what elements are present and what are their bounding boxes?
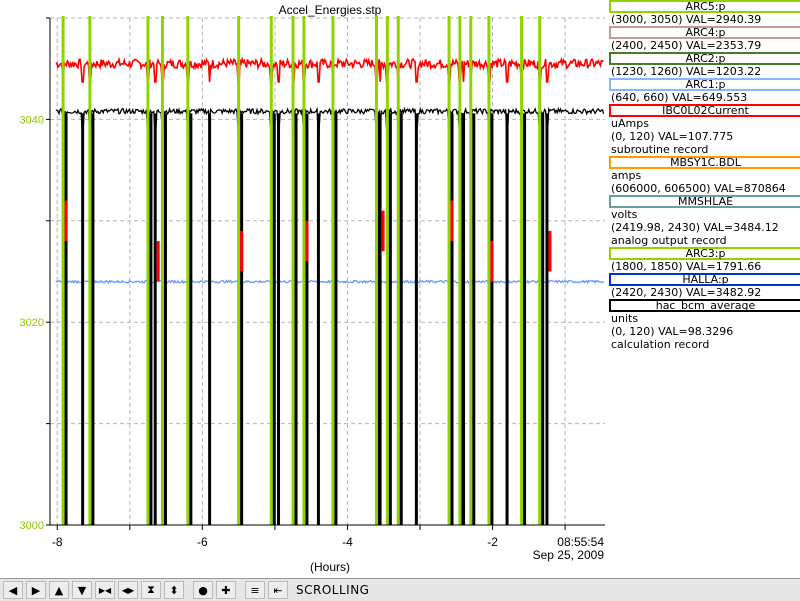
legend-item[interactable]: ARC5:p (3000, 3050) VAL=2940.39	[609, 0, 800, 26]
arrow-right-icon: ▶	[31, 583, 41, 597]
legend-item[interactable]: IBC0L02Current uAmps (0, 120) VAL=107.775 s…	[609, 104, 800, 156]
legend-item-detail: calculation record	[611, 338, 710, 351]
y-tick-label: 3020	[20, 317, 44, 329]
legend-item-detail: (1800, 1850) VAL=1791.66	[611, 260, 762, 273]
arrow-left-button[interactable]: ◀	[3, 581, 23, 599]
arrow-right-button[interactable]: ▶	[26, 581, 46, 599]
x-tick-label: -4	[342, 535, 353, 549]
legend-item-name: hac_bcm_average	[609, 299, 800, 312]
legend-item-name: HALLA:p	[609, 273, 800, 286]
legend-item-detail: (0, 120) VAL=107.775	[611, 130, 734, 143]
legend-item-detail: (1230, 1260) VAL=1203.22	[611, 65, 762, 78]
chart-title: Accel_Energies.stp	[279, 3, 382, 17]
legend-item-name: ARC2:p	[609, 52, 800, 65]
back-icon: ⇤	[273, 583, 283, 597]
zoom-out-vertical-button[interactable]: ⬍	[164, 581, 184, 599]
legend-item-detail: (2419.98, 2430) VAL=3484.12	[611, 221, 779, 234]
legend-item-detail: (3000, 3050) VAL=2940.39	[611, 13, 762, 26]
toolbar-buttons: ◀ ▶ ▲ ▼ ▶◀ ◀▶ ⧗ ⬍ ● ✚ ≡ ⇤	[0, 581, 288, 599]
plus-button[interactable]: ✚	[216, 581, 236, 599]
arrow-up-icon: ▲	[54, 583, 64, 597]
legend-item-detail: (606000, 606500) VAL=870864	[611, 182, 786, 195]
legend-item-name: ARC1:p	[609, 78, 800, 91]
config-icon: ≡	[250, 583, 260, 597]
legend-item-name: MMSHLAE	[609, 195, 800, 208]
legend-item-name: ARC5:p	[609, 0, 800, 13]
arrow-up-button[interactable]: ▲	[49, 581, 69, 599]
legend-item[interactable]: MMSHLAE volts (2419.98, 2430) VAL=3484.12 a…	[609, 195, 800, 247]
zoom-in-horizontal-button[interactable]: ▶◀	[95, 581, 115, 599]
x-axis-label: (Hours)	[310, 560, 350, 574]
zoom-in-horizontal-icon: ▶◀	[98, 585, 112, 595]
legend-item-name: MBSY1C.BDL	[609, 156, 800, 169]
legend-item-detail: uAmps	[611, 117, 649, 130]
zoom-out-horizontal-icon: ◀▶	[121, 585, 135, 595]
plus-icon: ✚	[221, 583, 231, 597]
arrow-left-icon: ◀	[8, 583, 18, 597]
legend-item-name: ARC3:p	[609, 247, 800, 260]
y-tick-label: 3000	[20, 520, 44, 532]
stop-icon: ●	[198, 583, 208, 597]
zoom-out-horizontal-button[interactable]: ◀▶	[118, 581, 138, 599]
legend-item-detail: (2400, 2450) VAL=2353.79	[611, 39, 762, 52]
legend-item[interactable]: HALLA:p (2420, 2430) VAL=3482.92	[609, 273, 800, 299]
y-tick-label: 3040	[20, 114, 44, 126]
axes: 3000 3020 3040 -8 -6 -4 -2	[20, 17, 605, 549]
config-button[interactable]: ≡	[245, 581, 265, 599]
legend-item-detail: amps	[611, 169, 642, 182]
legend-item-detail: analog output record	[611, 234, 727, 247]
legend-item-detail: (2420, 2430) VAL=3482.92	[611, 286, 762, 299]
back-button[interactable]: ⇤	[268, 581, 288, 599]
zoom-out-vertical-icon: ⬍	[169, 583, 179, 597]
legend-item[interactable]: hac_bcm_average units (0, 120) VAL=98.3296…	[609, 299, 800, 351]
legend-item-detail: subroutine record	[611, 143, 709, 156]
status-text: SCROLLING	[296, 583, 370, 597]
legend-panel: ARC5:p (3000, 3050) VAL=2940.39 ARC4:p (240…	[609, 0, 800, 351]
legend-item[interactable]: MBSY1C.BDL amps (606000, 606500) VAL=87086…	[609, 156, 800, 195]
arrow-down-icon: ▼	[77, 583, 87, 597]
zoom-in-vertical-button[interactable]: ⧗	[141, 581, 161, 599]
zoom-in-vertical-icon: ⧗	[147, 583, 155, 596]
legend-item-detail: units	[611, 312, 639, 325]
legend-item[interactable]: ARC3:p (1800, 1850) VAL=1791.66	[609, 247, 800, 273]
series-layer	[55, 16, 605, 525]
toolbar: ◀ ▶ ▲ ▼ ▶◀ ◀▶ ⧗ ⬍ ● ✚ ≡ ⇤ SCROLLING	[0, 578, 800, 601]
legend-item-name: IBC0L02Current	[609, 104, 800, 117]
legend-item-detail: (640, 660) VAL=649.553	[611, 91, 748, 104]
stop-button[interactable]: ●	[193, 581, 213, 599]
x-tick-label: -6	[197, 535, 208, 549]
legend-item[interactable]: ARC2:p (1230, 1260) VAL=1203.22	[609, 52, 800, 78]
x-end-date: Sep 25, 2009	[533, 548, 605, 562]
legend-item[interactable]: ARC1:p (640, 660) VAL=649.553	[609, 78, 800, 104]
x-tick-label: -8	[52, 535, 63, 549]
legend-item-detail: volts	[611, 208, 638, 221]
legend-item-detail: (0, 120) VAL=98.3296	[611, 325, 734, 338]
x-tick-label: -2	[487, 535, 498, 549]
arrow-down-button[interactable]: ▼	[72, 581, 92, 599]
legend-item-name: ARC4:p	[609, 26, 800, 39]
x-end-time: 08:55:54	[557, 535, 604, 549]
legend-item[interactable]: ARC4:p (2400, 2450) VAL=2353.79	[609, 26, 800, 52]
